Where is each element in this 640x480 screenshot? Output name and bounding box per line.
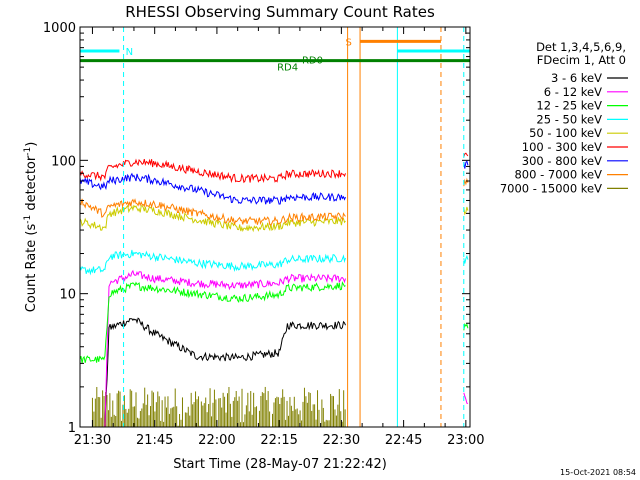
x-tick-label: 22:45 xyxy=(385,433,422,448)
flag-label: RD0 xyxy=(302,56,323,67)
legend-label: 25 - 50 keV xyxy=(536,112,602,126)
legend-label: 300 - 800 keV xyxy=(522,154,602,168)
x-tick-label: 22:15 xyxy=(260,433,297,448)
y-axis-ticks: 1 10 100 1000 xyxy=(43,21,470,436)
series-line xyxy=(463,160,469,169)
x-tick-label: 22:30 xyxy=(323,433,360,448)
legend-label: 12 - 25 keV xyxy=(536,99,602,113)
plot-frame xyxy=(79,26,471,428)
series-line xyxy=(79,249,346,276)
y-tick-label: 10 xyxy=(59,288,76,303)
x-tick-label: 22:00 xyxy=(198,433,235,448)
x-tick-label: 23:00 xyxy=(447,433,484,448)
series-line xyxy=(463,206,469,216)
y-tick-label: 100 xyxy=(51,154,76,169)
series-line xyxy=(463,254,469,264)
background-noise xyxy=(91,386,346,427)
y-tick-label: 1000 xyxy=(43,21,76,36)
legend-label: 7000 - 15000 keV xyxy=(500,181,602,195)
y-tick-label: 1 xyxy=(68,421,76,436)
legend-header-line-2: FDecim 1, Att 0 xyxy=(537,53,626,67)
legend-label: 3 - 6 keV xyxy=(551,71,602,85)
series-line xyxy=(79,204,346,233)
series-line xyxy=(463,392,469,404)
flag-label: RD4 xyxy=(277,63,298,74)
series-line xyxy=(463,152,469,157)
marker-layer: N S RD0 RD4 xyxy=(79,27,470,427)
series-line xyxy=(84,269,346,428)
flag-label: S xyxy=(346,37,352,48)
legend-label: 100 - 300 keV xyxy=(522,140,602,154)
series-line xyxy=(79,281,346,364)
legend-label: 800 - 7000 keV xyxy=(514,168,602,182)
y-axis-label: Count Rate (s-1 detector-1) xyxy=(23,142,39,313)
timestamp: 15-Oct-2021 08:54 xyxy=(560,468,636,477)
x-tick-label: 21:45 xyxy=(136,433,173,448)
x-axis-ticks: 21:30 21:45 22:00 22:15 22:30 22:45 23:00 xyxy=(74,27,485,448)
series-line xyxy=(463,322,469,331)
legend-label: 6 - 12 keV xyxy=(544,85,602,99)
plot-area: N S RD0 RD4 xyxy=(79,27,470,428)
chart-title: RHESSI Observing Summary Count Rates xyxy=(125,3,435,21)
series-line xyxy=(79,158,346,184)
legend-label: 50 - 100 keV xyxy=(529,126,602,140)
legend: Det 1,3,4,5,6,9, FDecim 1, Att 0 3 - 6 k… xyxy=(500,40,628,195)
series-layer xyxy=(79,152,469,428)
series-line xyxy=(96,317,346,428)
x-axis-label: Start Time (28-May-07 21:22:42) xyxy=(173,457,387,472)
legend-header-line-1: Det 1,3,4,5,6,9, xyxy=(536,40,626,54)
series-line xyxy=(79,172,346,205)
flag-label: N xyxy=(126,47,133,58)
x-tick-label: 21:30 xyxy=(74,433,111,448)
series-line xyxy=(79,198,346,226)
